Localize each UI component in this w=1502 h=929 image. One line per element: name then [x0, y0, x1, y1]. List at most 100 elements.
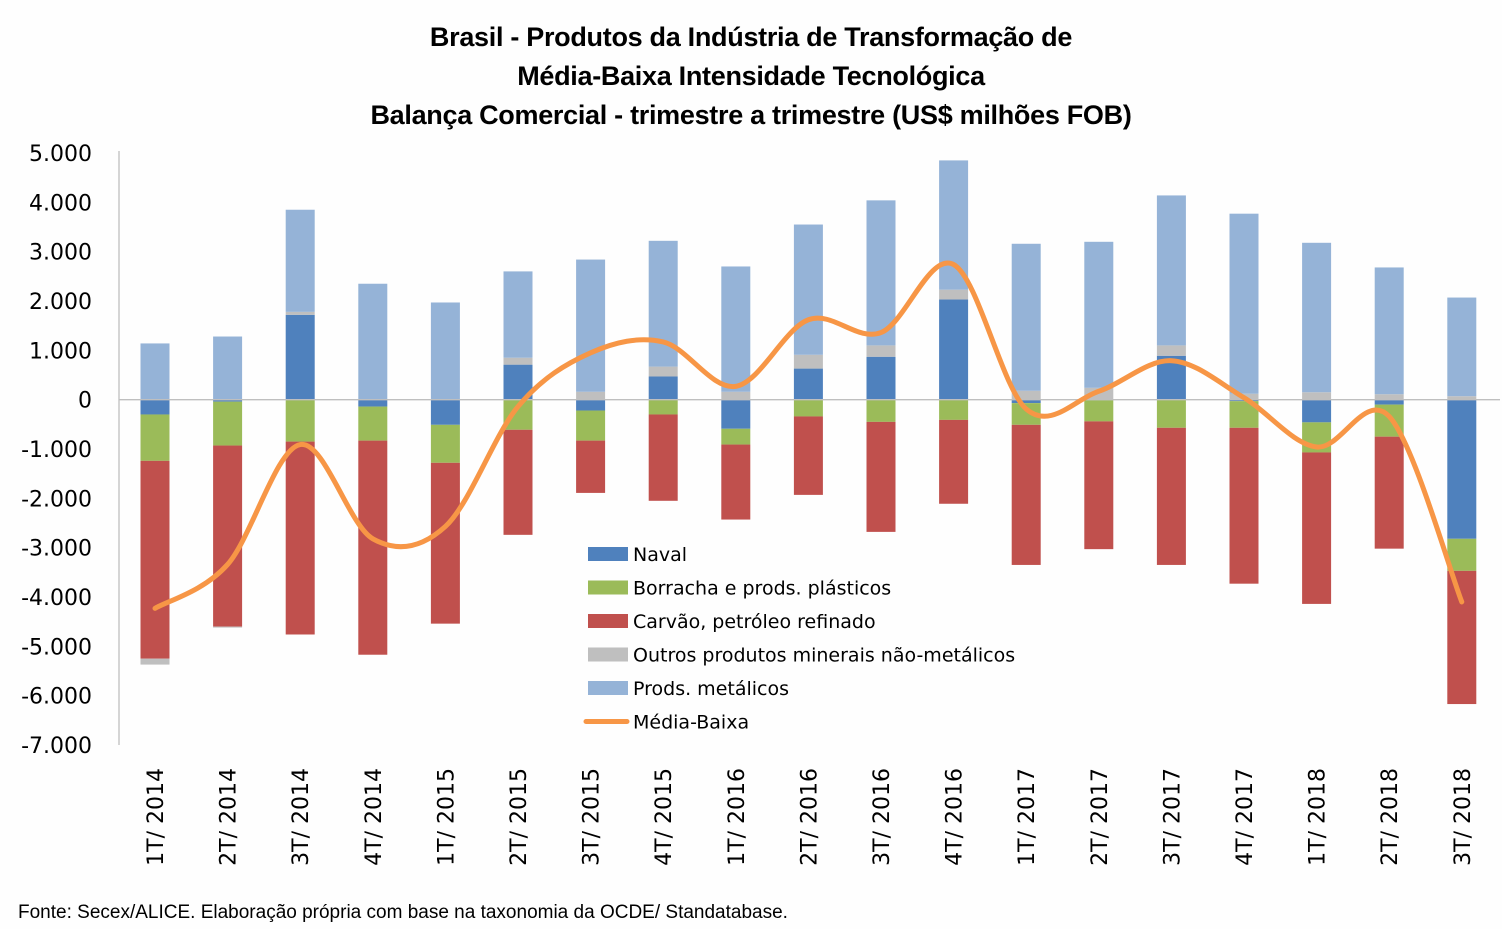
bar-segment-borracha-e-prods-plasticos — [358, 406, 388, 441]
bar-segment-naval — [1374, 399, 1404, 405]
bar-segment-outros-produtos-minerais-nao-metalicos — [1374, 394, 1404, 400]
bar-stack — [793, 224, 823, 495]
bar-segment-carvao-petroleo-refinado — [213, 445, 243, 627]
legend-label: Prods. metálicos — [633, 678, 789, 700]
y-tick-label: 0 — [78, 389, 92, 414]
x-axis: 1T/ 2014 2T/ 2014 3T/ 2014 4T/ 2014 1T/ 2015… — [144, 768, 1476, 866]
bar-segment-prods-metalicos — [793, 224, 823, 355]
legend-item: Média-Baixa — [583, 712, 749, 734]
x-tick-label: 1T/ 2017 — [1015, 768, 1040, 866]
y-tick-label: -5.000 — [21, 635, 92, 660]
legend-swatch — [588, 681, 628, 695]
bar-segment-carvao-petroleo-refinado — [1302, 452, 1332, 604]
bar-segment-naval — [648, 376, 678, 400]
bar-segment-outros-produtos-minerais-nao-metalicos — [1156, 345, 1186, 356]
x-tick-label: 1T/ 2016 — [725, 768, 750, 866]
bar-segment-borracha-e-prods-plasticos — [648, 399, 678, 415]
x-tick-label: 2T/ 2016 — [797, 768, 822, 866]
bar-segment-outros-produtos-minerais-nao-metalicos — [285, 311, 315, 315]
x-tick-label: 1T/ 2015 — [434, 768, 459, 866]
y-tick-label: 1.000 — [29, 339, 92, 364]
chart-title-line-1: Brasil - Produtos da Indústria de Transf… — [429, 22, 1073, 52]
legend-item: Outros produtos minerais não-metálicos — [588, 645, 1015, 667]
bar-segment-prods-metalicos — [358, 283, 388, 400]
y-tick-label: -4.000 — [21, 586, 92, 611]
y-tick-label: -2.000 — [21, 487, 92, 512]
bar-stack — [213, 336, 243, 628]
x-tick-label: 2T/ 2018 — [1378, 768, 1403, 866]
bar-segment-prods-metalicos — [1447, 297, 1477, 397]
bar-segment-outros-produtos-minerais-nao-metalicos — [140, 658, 170, 665]
bar-stack — [1302, 242, 1332, 604]
bar-stack — [648, 240, 678, 501]
legend-item: Carvão, petróleo refinado — [588, 611, 876, 633]
bar-segment-borracha-e-prods-plasticos — [1156, 399, 1186, 428]
bar-segment-outros-produtos-minerais-nao-metalicos — [213, 626, 243, 628]
bar-stack — [358, 283, 388, 655]
bar-segment-outros-produtos-minerais-nao-metalicos — [503, 357, 533, 365]
bar-segment-prods-metalicos — [1374, 267, 1404, 395]
bar-segment-borracha-e-prods-plasticos — [576, 410, 606, 441]
x-tick-label: 2T/ 2015 — [507, 768, 532, 866]
bar-segment-carvao-petroleo-refinado — [358, 440, 388, 655]
bar-segment-naval — [793, 368, 823, 400]
x-tick-label: 4T/ 2016 — [943, 768, 968, 866]
line-media-baixa — [152, 260, 1465, 611]
y-tick-label: 4.000 — [29, 191, 92, 216]
x-tick-label: 2T/ 2017 — [1088, 768, 1113, 866]
bar-segment-borracha-e-prods-plasticos — [866, 399, 896, 422]
x-tick-label: 3T/ 2017 — [1160, 768, 1185, 866]
bar-stack — [939, 160, 969, 504]
bar-segment-naval — [866, 356, 896, 400]
y-tick-label: 2.000 — [29, 290, 92, 315]
bar-segment-carvao-petroleo-refinado — [1374, 436, 1404, 549]
bar-segment-carvao-petroleo-refinado — [1229, 427, 1259, 584]
bar-segment-outros-produtos-minerais-nao-metalicos — [939, 289, 969, 300]
bar-stack — [1374, 267, 1404, 549]
bar-stack — [1156, 195, 1186, 565]
bar-segment-prods-metalicos — [1011, 243, 1041, 391]
line-series-group — [152, 260, 1465, 611]
bar-segment-carvao-petroleo-refinado — [1084, 421, 1114, 550]
bar-segment-naval — [430, 399, 460, 425]
bar-segment-carvao-petroleo-refinado — [1156, 427, 1186, 565]
bar-segment-carvao-petroleo-refinado — [1447, 570, 1477, 705]
bar-segment-borracha-e-prods-plasticos — [1084, 400, 1114, 422]
x-tick-label: 4T/ 2017 — [1233, 768, 1258, 866]
bar-segment-outros-produtos-minerais-nao-metalicos — [1302, 392, 1332, 400]
y-tick-label: -7.000 — [21, 734, 92, 759]
bar-segment-carvao-petroleo-refinado — [939, 419, 969, 504]
bar-segment-naval — [358, 399, 388, 407]
legend-item: Naval — [588, 544, 687, 566]
legend-swatch — [588, 580, 628, 595]
x-tick-label: 3T/ 2014 — [289, 768, 314, 866]
bar-segment-borracha-e-prods-plasticos — [1447, 538, 1477, 571]
bar-segment-outros-produtos-minerais-nao-metalicos — [721, 391, 751, 400]
bar-stack — [576, 259, 606, 493]
bar-segment-outros-produtos-minerais-nao-metalicos — [793, 354, 823, 369]
legend-swatch — [588, 547, 628, 561]
y-tick-label: -3.000 — [21, 537, 92, 562]
bar-segment-prods-metalicos — [213, 336, 243, 400]
bar-segment-borracha-e-prods-plasticos — [1011, 403, 1041, 425]
bar-stack — [866, 200, 896, 532]
bar-segment-prods-metalicos — [1084, 241, 1114, 388]
legend-swatch — [588, 647, 628, 662]
bar-segment-prods-metalicos — [140, 343, 170, 400]
bar-segment-prods-metalicos — [285, 209, 315, 312]
legend-label: Outros produtos minerais não-metálicos — [633, 645, 1015, 667]
x-tick-label: 3T/ 2015 — [580, 768, 605, 866]
x-tick-label: 3T/ 2016 — [870, 768, 895, 866]
bar-segment-outros-produtos-minerais-nao-metalicos — [1011, 390, 1041, 400]
source-note: Fonte: Secex/ALICE. Elaboração própria c… — [18, 902, 788, 923]
bar-segment-naval — [285, 314, 315, 400]
legend-label: Borracha e prods. plásticos — [633, 578, 891, 600]
bar-segment-carvao-petroleo-refinado — [285, 441, 315, 635]
bar-segment-borracha-e-prods-plasticos — [793, 399, 823, 417]
bar-segment-carvao-petroleo-refinado — [866, 421, 896, 532]
legend-label: Carvão, petróleo refinado — [633, 611, 876, 633]
bar-segment-outros-produtos-minerais-nao-metalicos — [648, 366, 678, 377]
x-tick-label: 3T/ 2018 — [1451, 768, 1476, 866]
bar-stack — [1229, 213, 1259, 584]
